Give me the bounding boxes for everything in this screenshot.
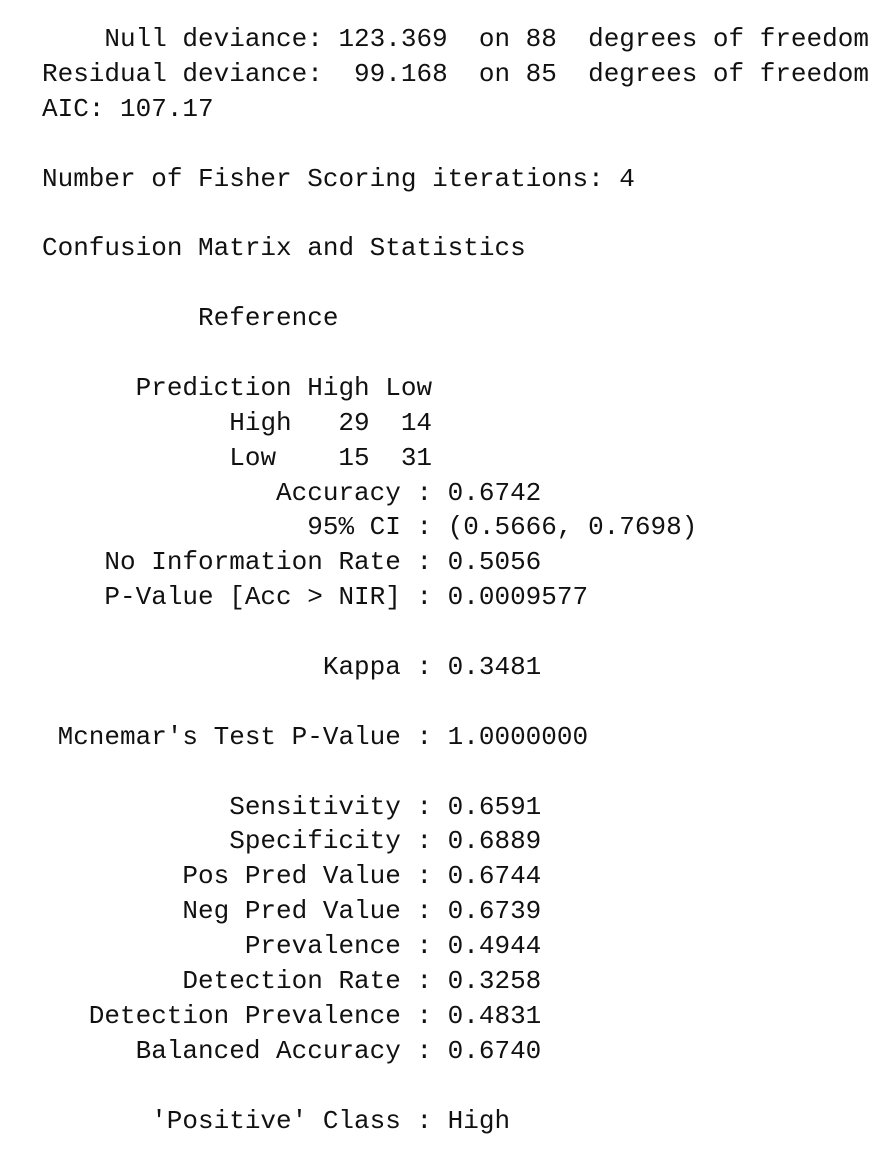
output-line: Number of Fisher Scoring iterations: 4 <box>42 163 635 194</box>
statistic-line: Detection Rate : 0.3258 <box>182 966 542 997</box>
statistic-line: Specificity : 0.6889 <box>229 826 542 857</box>
matrix-header: Prediction High Low <box>42 336 869 403</box>
statistic-line: Mcnemar's Test P-Value : 1.0000000 <box>57 721 589 752</box>
matrix-column-label: High <box>307 372 370 403</box>
matrix-column-label: Low <box>385 372 433 403</box>
statistics: Accuracy : 0.6742 95% CI : (0.5666, 0.769… <box>42 441 869 1139</box>
matrix-row-label: Low <box>229 442 277 473</box>
console-output: Null deviance: 123.369 on 88 degrees of … <box>42 22 869 1139</box>
statistic-line: Neg Pred Value : 0.6739 <box>182 896 542 927</box>
matrix-row: Low 15 31 <box>42 406 869 473</box>
matrix-reference-label: Reference <box>198 303 339 334</box>
matrix-prediction-label: Prediction <box>135 372 292 403</box>
statistic-line: P-Value [Acc > NIR] : 0.0009577 <box>104 582 589 613</box>
statistic-line: Detection Prevalence : 0.4831 <box>88 1000 542 1031</box>
matrix-cell: 14 <box>400 407 433 438</box>
matrix-cell: 15 <box>338 442 370 473</box>
statistic-line: Accuracy : 0.6742 <box>276 477 542 508</box>
statistic-line: Kappa : 0.3481 <box>322 652 542 683</box>
output-line: Residual deviance: 99.168 on 85 degrees … <box>42 58 869 89</box>
output-line: AIC: 107.17 <box>42 93 214 124</box>
section-title: Confusion Matrix and Statistics <box>42 233 526 264</box>
matrix-cell: 29 <box>338 407 370 438</box>
output-line: Null deviance: 123.369 on 88 degrees of … <box>104 24 869 54</box>
statistic-line: Pos Pred Value : 0.6744 <box>182 861 542 892</box>
matrix-cell: 31 <box>400 442 433 473</box>
statistic-line: No Information Rate : 0.5056 <box>104 547 542 578</box>
statistic-line: Balanced Accuracy : 0.6740 <box>135 1035 542 1066</box>
matrix-row-label: High <box>229 407 292 438</box>
statistic-line: Sensitivity : 0.6591 <box>229 791 542 822</box>
statistic-line: 95% CI : (0.5666, 0.7698) <box>307 512 698 543</box>
statistic-line: 'Positive' Class : High <box>151 1105 511 1136</box>
matrix-row: High 29 14 <box>42 371 869 438</box>
statistic-line: Prevalence : 0.4944 <box>244 931 542 962</box>
